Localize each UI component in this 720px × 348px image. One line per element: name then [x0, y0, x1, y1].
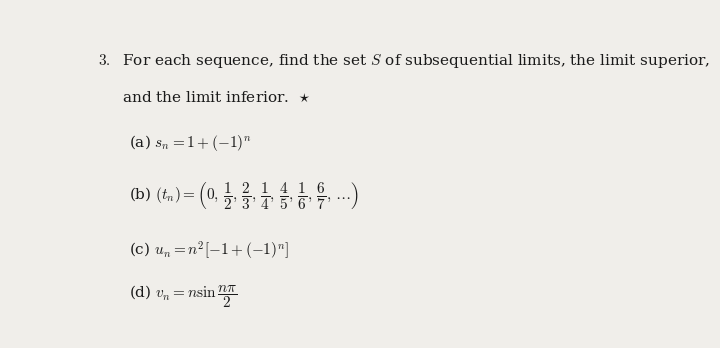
- Text: $\mathbf{3.}$  For each sequence, find the set $S$ of subsequential limits, the : $\mathbf{3.}$ For each sequence, find th…: [99, 53, 711, 71]
- Text: and the limit inferior.  $\star$: and the limit inferior. $\star$: [99, 90, 311, 104]
- Text: (c) $u_n = n^2[-1+(-1)^n]$: (c) $u_n = n^2[-1+(-1)^n]$: [129, 240, 289, 262]
- Text: (a) $s_n = 1+(-1)^n$: (a) $s_n = 1+(-1)^n$: [129, 133, 252, 153]
- Text: (b) $(t_n) = \left(0,\, \dfrac{1}{2},\, \dfrac{2}{3},\, \dfrac{1}{4},\, \dfrac{4: (b) $(t_n) = \left(0,\, \dfrac{1}{2},\, …: [129, 181, 359, 212]
- Text: (d) $v_n = n\sin\dfrac{n\pi}{2}$: (d) $v_n = n\sin\dfrac{n\pi}{2}$: [129, 283, 238, 310]
